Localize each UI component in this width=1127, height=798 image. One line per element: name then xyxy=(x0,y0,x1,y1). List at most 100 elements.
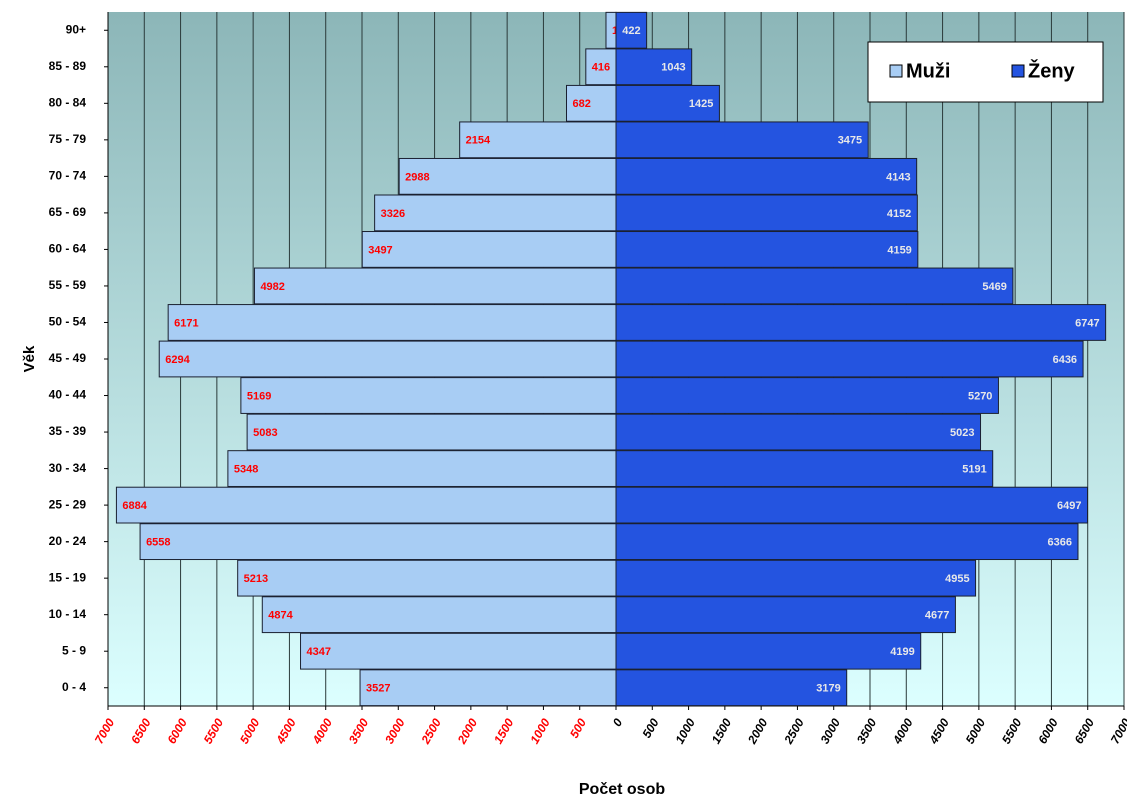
value-label: 6747 xyxy=(1075,317,1099,329)
value-label: 5191 xyxy=(962,463,986,475)
bar xyxy=(615,157,918,195)
y-tick-label: 65 - 69 xyxy=(49,205,87,219)
y-tick-label: 70 - 74 xyxy=(49,169,87,183)
value-label: 5213 xyxy=(244,573,268,585)
bar xyxy=(261,596,617,634)
value-label: 5023 xyxy=(950,427,974,439)
value-label: 4982 xyxy=(260,281,284,293)
bar xyxy=(361,231,617,268)
bar xyxy=(615,267,1014,305)
x-tick-label: 4500 xyxy=(273,716,299,747)
x-tick-label: 1500 xyxy=(709,716,735,746)
value-label: 2988 xyxy=(405,171,429,183)
bar xyxy=(246,413,617,451)
value-label: 5348 xyxy=(234,463,258,475)
x-tick-label: 500 xyxy=(639,716,661,741)
value-label: 6171 xyxy=(174,317,198,329)
value-label: 5469 xyxy=(982,281,1006,293)
value-label: 6497 xyxy=(1057,500,1081,512)
legend-box xyxy=(867,41,1104,103)
bar xyxy=(253,267,617,305)
y-tick-label: 30 - 34 xyxy=(49,461,87,475)
x-tick-label: 1500 xyxy=(491,716,517,746)
value-label: 6294 xyxy=(165,354,190,366)
x-tick-label: 3000 xyxy=(382,716,408,746)
value-label: 5083 xyxy=(253,427,277,439)
x-tick-label: 2000 xyxy=(454,716,480,747)
x-tick-label: 4000 xyxy=(890,716,916,747)
bar xyxy=(158,340,617,378)
value-label: 6558 xyxy=(146,537,170,549)
bar xyxy=(115,486,617,524)
bar xyxy=(615,48,693,86)
y-tick-label: 75 - 79 xyxy=(49,132,87,146)
bar xyxy=(374,194,617,232)
y-tick-label: 80 - 84 xyxy=(49,95,87,109)
x-tick-label: 6500 xyxy=(1072,716,1098,746)
x-tick-label: 6000 xyxy=(1035,716,1061,746)
bar xyxy=(585,48,617,86)
value-label: 6884 xyxy=(122,500,147,512)
value-label: 4677 xyxy=(925,610,949,622)
x-tick-label: 5000 xyxy=(237,716,263,746)
legend: Muži Ženy xyxy=(867,41,1104,103)
value-label: 6366 xyxy=(1048,537,1072,549)
value-label: 4152 xyxy=(887,208,911,220)
y-axis-title: Věk xyxy=(21,345,38,372)
x-tick-label: 4000 xyxy=(309,716,335,747)
bar xyxy=(615,121,869,159)
bar xyxy=(615,377,999,414)
y-tick-label: 0 - 4 xyxy=(62,680,86,694)
bar xyxy=(139,523,617,561)
y-tick-label: 5 - 9 xyxy=(62,643,86,657)
value-label: 4199 xyxy=(890,646,914,658)
bar xyxy=(398,157,617,195)
x-tick-label: 5000 xyxy=(963,716,989,746)
bar xyxy=(615,632,922,670)
bar xyxy=(615,596,956,634)
x-tick-label: 6000 xyxy=(164,716,190,746)
x-axis-title: Počet osob xyxy=(579,781,665,798)
y-tick-label: 20 - 24 xyxy=(49,534,87,548)
x-tick-label: 1000 xyxy=(527,716,553,746)
value-label: 1425 xyxy=(689,98,713,110)
value-label: 4159 xyxy=(887,244,911,256)
x-tick-label: 6500 xyxy=(128,716,154,746)
value-label: 4955 xyxy=(945,573,969,585)
y-tick-label: 60 - 64 xyxy=(49,242,87,256)
y-tick-label: 10 - 14 xyxy=(49,607,87,621)
bar xyxy=(300,632,617,670)
bar xyxy=(615,231,919,268)
bar xyxy=(459,121,617,159)
value-label: 3497 xyxy=(368,244,392,256)
value-label: 3527 xyxy=(366,683,390,695)
x-tick-label: 7000 xyxy=(92,716,118,746)
legend-label: Ženy xyxy=(1028,58,1076,82)
legend-label: Muži xyxy=(906,60,950,82)
bar xyxy=(615,11,648,49)
value-label: 3179 xyxy=(816,683,840,695)
bar xyxy=(615,194,918,232)
value-label: 682 xyxy=(573,98,591,110)
x-tick-label: 7000 xyxy=(1108,716,1127,746)
y-tick-label: 40 - 44 xyxy=(49,388,87,402)
bar xyxy=(615,523,1079,561)
bar xyxy=(237,559,617,597)
x-tick-label: 4500 xyxy=(926,716,952,747)
bar xyxy=(167,304,617,341)
y-tick-label: 45 - 49 xyxy=(49,351,87,365)
value-label: 5270 xyxy=(968,390,992,402)
bar xyxy=(615,450,994,487)
x-tick-label: 1000 xyxy=(672,716,698,746)
value-label: 422 xyxy=(622,25,640,37)
bar xyxy=(615,486,1088,524)
value-label: 3326 xyxy=(381,208,405,220)
y-tick-label: 35 - 39 xyxy=(49,424,87,438)
y-tick-label: 50 - 54 xyxy=(49,315,87,329)
bar xyxy=(615,413,982,451)
value-label: 2154 xyxy=(466,135,491,147)
bar xyxy=(227,450,617,487)
x-tick-label: 5500 xyxy=(201,716,227,746)
x-tick-label: 2000 xyxy=(745,716,771,747)
